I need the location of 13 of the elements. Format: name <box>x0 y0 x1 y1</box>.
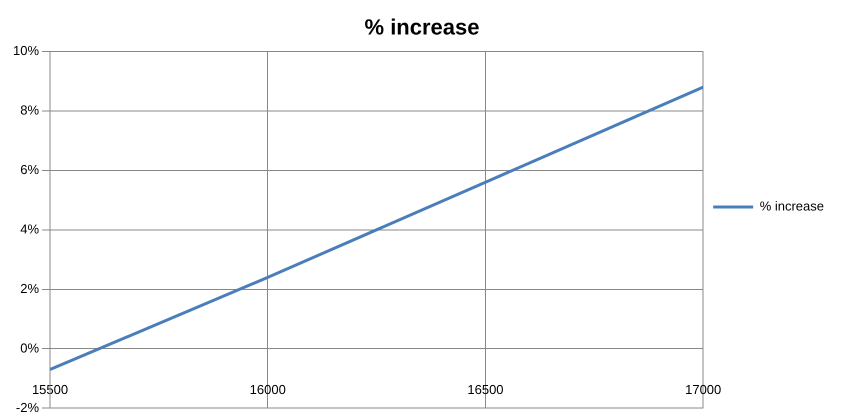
y-tick-label: -2% <box>16 400 40 415</box>
x-tick-label: 17000 <box>685 382 722 398</box>
y-tick-label: 2% <box>20 280 40 296</box>
y-tick-label: 10% <box>12 42 40 58</box>
legend-label: % increase <box>760 198 824 214</box>
chart-title: % increase <box>364 14 480 40</box>
x-tick-label: 15500 <box>32 382 68 398</box>
x-tick-label: 16500 <box>467 382 504 398</box>
y-tick-label: 4% <box>20 221 40 236</box>
y-tick-label: 6% <box>20 162 40 177</box>
y-tick-label: 0% <box>20 340 40 356</box>
x-tick-label: 16000 <box>250 382 286 398</box>
y-tick-label: 8% <box>20 102 40 118</box>
